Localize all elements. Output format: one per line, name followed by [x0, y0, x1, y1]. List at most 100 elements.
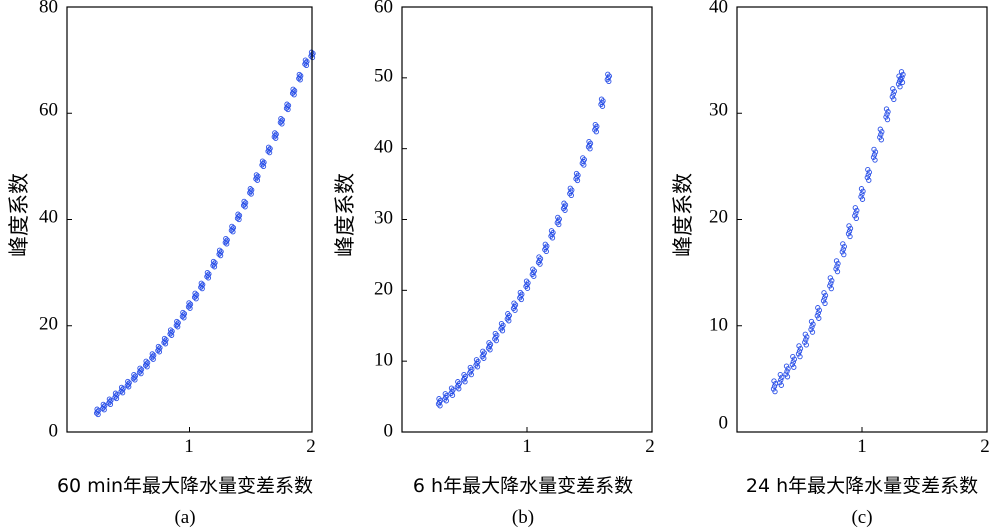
scatter-point: [772, 388, 778, 395]
scatter-point: [125, 378, 131, 385]
scatter-point: [254, 174, 260, 181]
x-axis-label-c: 24 h年最大降水量变差系数: [746, 475, 978, 497]
scatter-point: [468, 371, 474, 378]
y-tick-a-4: 80: [39, 0, 58, 17]
scatter-point: [95, 411, 101, 418]
scatter-point: [236, 216, 242, 223]
scatter-point: [821, 295, 828, 301]
scatter-point: [248, 188, 254, 194]
scatter-point: [543, 248, 549, 255]
scatter-point: [877, 134, 883, 140]
scatter-point: [872, 149, 879, 155]
scatter-point: [847, 233, 853, 240]
y-tick-b-0: 0: [384, 420, 394, 441]
scatter-point: [871, 152, 878, 158]
scatter-point: [199, 283, 205, 289]
scatter-point: [568, 192, 574, 199]
scatter-point: [852, 213, 858, 219]
scatter-point: [296, 71, 302, 78]
scatter-point: [580, 155, 586, 161]
scatter-point: [302, 57, 309, 63]
scatter-point: [891, 88, 897, 95]
scatter-point: [449, 392, 456, 398]
y-tick-a-3: 60: [39, 99, 58, 120]
scatter-point: [803, 342, 809, 348]
scatter-point: [303, 62, 310, 69]
scatter-point: [230, 229, 236, 235]
x-tick-b-2: 2: [645, 436, 655, 457]
scatter-point: [804, 334, 810, 340]
scatter-point: [100, 401, 106, 408]
scatter-point: [808, 318, 815, 325]
scatter-point: [205, 275, 212, 281]
scatter-point: [461, 371, 467, 378]
scatter-point: [592, 121, 598, 128]
scatter-point: [119, 390, 126, 396]
scatter-point: [864, 174, 870, 181]
scatter-point: [779, 374, 785, 380]
scatter-series-a: [93, 49, 316, 418]
scatter-point: [587, 146, 593, 152]
scatter-point: [784, 374, 791, 380]
scatter-point: [890, 91, 896, 97]
scatter-point: [771, 383, 778, 389]
scatter-point: [180, 309, 186, 316]
scatter-point: [442, 391, 448, 397]
scatter-point: [455, 379, 461, 385]
scatter-point: [771, 378, 777, 384]
scatter-point: [797, 353, 803, 360]
scatter-point: [241, 201, 248, 207]
scatter-point: [860, 188, 866, 194]
y-tick-a-1: 20: [39, 313, 58, 334]
scatter-point: [125, 381, 131, 387]
scatter-point: [155, 343, 162, 350]
x-tick-a-2: 2: [306, 436, 316, 457]
scatter-point: [150, 356, 156, 362]
scatter-point: [802, 339, 808, 345]
scatter-point: [211, 264, 218, 270]
scatter-point: [467, 364, 473, 371]
scatter-point: [93, 410, 100, 416]
scatter-point: [853, 210, 859, 216]
scatter-point: [492, 330, 498, 337]
scatter-point: [549, 235, 556, 241]
scatter-point: [891, 96, 897, 103]
y-tick-b-5: 50: [374, 65, 393, 86]
scatter-point: [162, 338, 168, 344]
y-axis-label-a: 峰度系数: [7, 173, 31, 257]
y-tick-c-0: 0: [719, 412, 729, 433]
scatter-point: [260, 163, 267, 170]
scatter-point: [272, 130, 278, 136]
panel-label-a: (a): [174, 507, 195, 528]
scatter-point: [858, 194, 864, 200]
scatter-point: [840, 246, 846, 252]
scatter-point: [107, 401, 114, 408]
y-tick-b-4: 40: [374, 136, 393, 157]
scatter-point: [820, 298, 827, 304]
scatter-point: [137, 368, 144, 374]
scatter-point: [149, 351, 155, 357]
scatter-point: [517, 289, 523, 296]
scatter-point: [829, 277, 835, 284]
scatter-point: [168, 330, 174, 336]
scatter-point: [859, 191, 865, 197]
scatter-point: [473, 357, 480, 363]
scatter-point: [126, 384, 132, 390]
scatter-point: [899, 74, 905, 80]
scatter-point: [815, 310, 821, 316]
scatter-point: [217, 250, 223, 256]
scatter-point: [852, 205, 858, 211]
scatter-point: [498, 320, 505, 327]
scatter-point: [132, 377, 138, 383]
scatter-point: [235, 211, 241, 217]
scatter-point: [481, 355, 487, 361]
scatter-point: [599, 103, 606, 109]
panel-label-c: (c): [851, 507, 872, 528]
scatter-point: [303, 60, 309, 66]
scatter-point: [883, 106, 890, 112]
scatter-point: [828, 285, 834, 292]
scatter-point: [536, 254, 542, 260]
scatter-point: [783, 363, 790, 369]
scatter-point: [537, 261, 543, 267]
scatter-point: [290, 89, 297, 95]
